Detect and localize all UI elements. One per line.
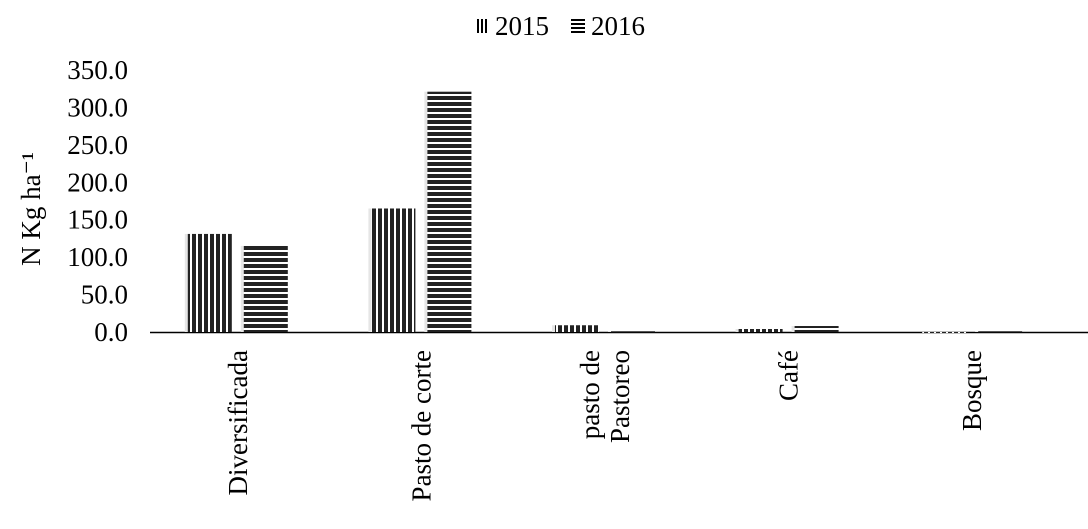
y-tick-label: 350.0: [67, 55, 128, 85]
legend-swatch-2015: [477, 19, 489, 33]
y-tick-label: 250.0: [67, 130, 128, 160]
y-tick-label: 100.0: [67, 242, 128, 272]
legend-label-2015: 2015: [495, 11, 549, 41]
bar-2015-4: [922, 332, 967, 333]
bar-2015-1: [371, 208, 416, 332]
x-tick-label: Bosque: [957, 350, 987, 431]
legend-item-2016: 2016: [571, 10, 645, 42]
y-axis-label: N Kg ha⁻¹: [16, 152, 46, 266]
legend-label-2016: 2016: [591, 11, 645, 41]
bar-2015-3: [738, 329, 783, 332]
y-tick-label: 200.0: [67, 167, 128, 197]
legend-item-2015: 2015: [477, 10, 549, 42]
bar-2016-0: [243, 245, 288, 332]
legend-swatch-2016: [571, 19, 585, 33]
bar-2015-0: [187, 233, 232, 332]
bar-2016-3: [794, 326, 839, 332]
x-tick-label: pasto de: [575, 350, 605, 439]
bar-2016-2: [611, 331, 655, 333]
x-tick-label: Pastoreo: [605, 350, 635, 443]
x-tick-label: Diversificada: [223, 350, 253, 495]
y-tick-label: 300.0: [67, 92, 128, 122]
legend: 2015 2016: [0, 10, 1088, 42]
bar-2016-4: [978, 331, 1023, 333]
bar-2015-2: [555, 325, 599, 332]
x-tick-label: Pasto de corte: [406, 350, 436, 501]
x-tick-label: Café: [774, 350, 804, 401]
y-tick-label: 50.0: [81, 280, 128, 310]
y-tick-label: 0.0: [94, 317, 128, 347]
bar-2016-1: [427, 91, 472, 332]
y-tick-label: 150.0: [67, 205, 128, 235]
